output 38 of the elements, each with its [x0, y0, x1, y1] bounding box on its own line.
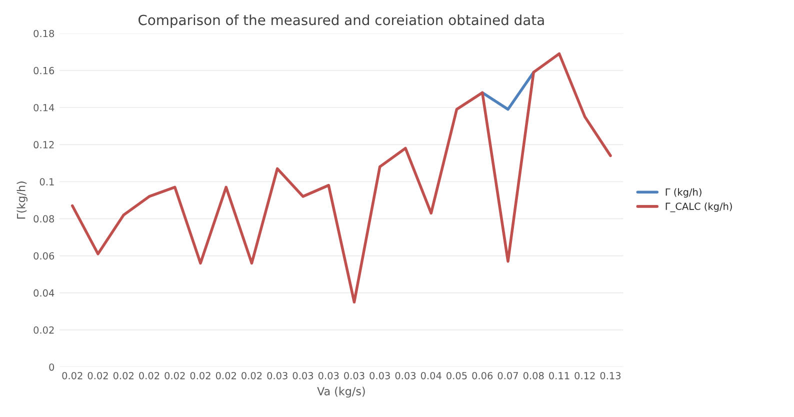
x-tick-label: 0.02: [216, 372, 236, 380]
y-tick-label: 0.12: [34, 141, 54, 148]
x-tick-label: 0.02: [113, 372, 134, 380]
x-tick-label: 0.03: [267, 372, 288, 380]
legend-label: Γ_CALC (kg/h): [666, 202, 732, 212]
line-series: [70, 52, 612, 304]
x-tick-label: 0.02: [190, 372, 210, 380]
x-tick-label: 0.03: [318, 372, 339, 380]
x-tick-label: 0.06: [472, 372, 493, 380]
y-tick-label: 0: [49, 363, 54, 371]
x-axis-title: Va (kg/s): [317, 386, 365, 398]
x-tick-label: 0.12: [574, 372, 595, 380]
legend-label: Γ (kg/h): [666, 188, 702, 198]
chart-title: Comparison of the measured and coreiation obtained data: [138, 14, 544, 28]
y-tick-label: 0.08: [34, 215, 54, 223]
x-tick-label: 0.02: [139, 372, 160, 380]
x-tick-label: 0.04: [420, 372, 442, 380]
y-tick-label: 0.1: [40, 178, 54, 186]
x-tick-label: 0.02: [242, 372, 262, 380]
y-tick-label: 0.18: [34, 30, 54, 38]
x-tick-label: 0.03: [370, 372, 390, 380]
x-tick-label: 0.11: [549, 372, 570, 380]
x-tick-label: 0.03: [395, 372, 416, 380]
x-tick-label: 0.05: [446, 372, 467, 380]
x-tick-label: 0.03: [292, 372, 314, 380]
y-tick-label: 0.06: [34, 252, 54, 260]
y-tick-label: 0.02: [34, 326, 54, 334]
x-tick-label: 0.02: [88, 372, 108, 380]
y-tick-label: 0.16: [34, 66, 54, 74]
x-tick-label: 0.03: [344, 372, 364, 380]
y-axis-title: Γ(kg/h): [16, 182, 28, 219]
x-tick-label: 0.07: [498, 372, 518, 380]
x-tick-label: 0.08: [523, 372, 544, 380]
x-tick-label: 0.02: [164, 372, 185, 380]
x-tick-label: 0.13: [600, 372, 621, 380]
x-tick-label: 0.02: [62, 372, 82, 380]
y-tick-label: 0.14: [34, 104, 54, 112]
y-tick-label: 0.04: [34, 289, 54, 297]
